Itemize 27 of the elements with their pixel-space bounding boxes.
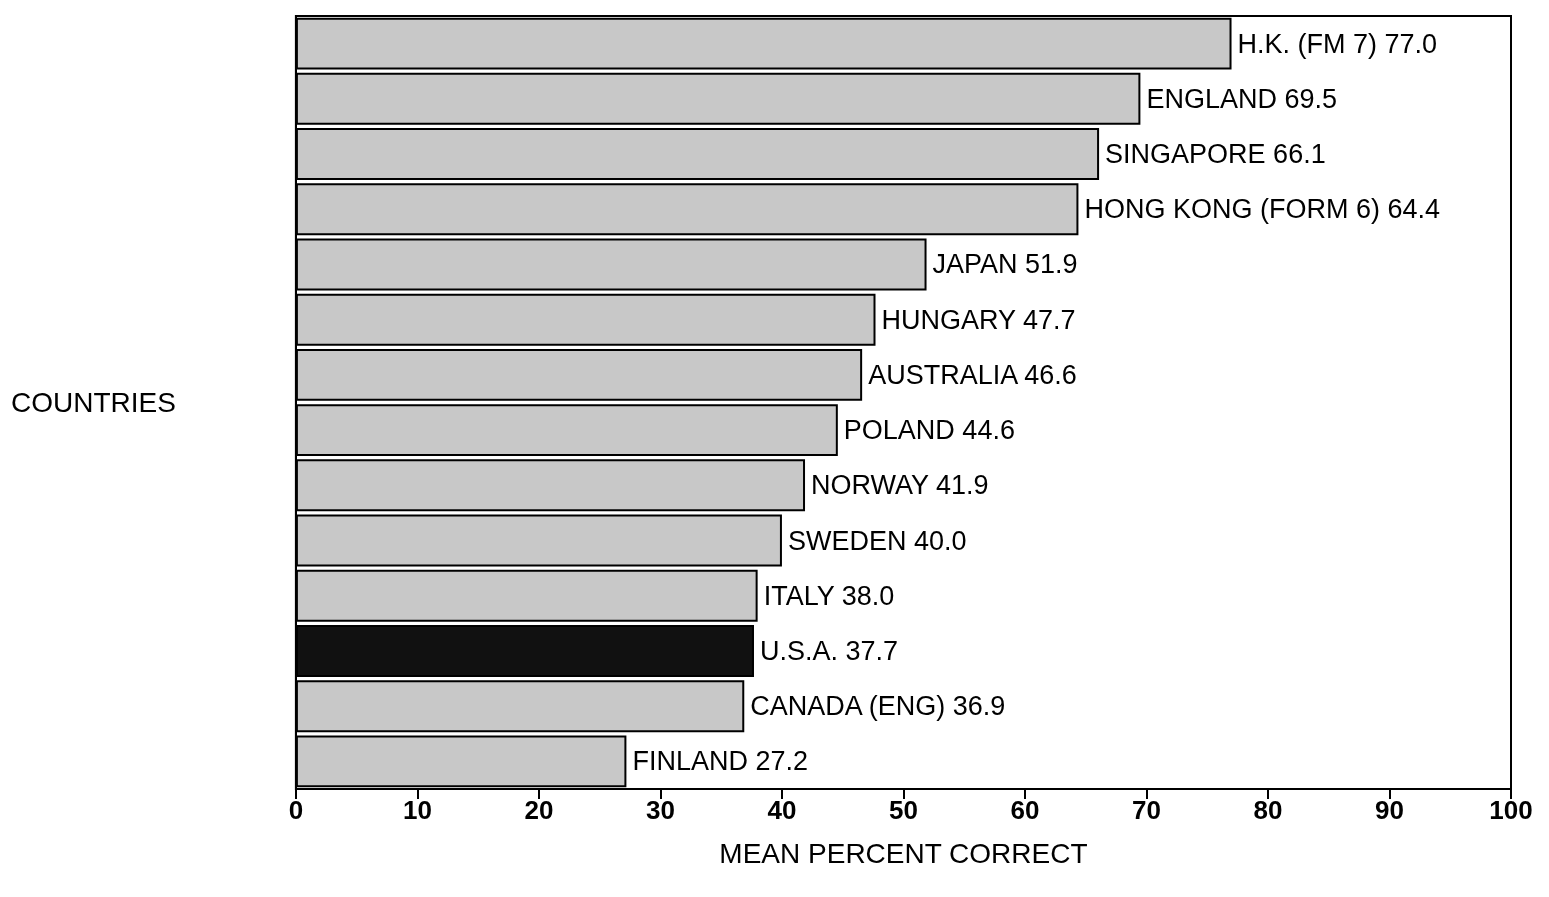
- x-tick-label: 40: [767, 795, 797, 825]
- x-tick-label: 10: [402, 795, 432, 825]
- y-axis-title: COUNTRIES: [10, 387, 176, 418]
- x-tick-label: 60: [1010, 795, 1040, 825]
- category-label: FINLAND 27.2: [632, 746, 808, 777]
- category-label: ITALY 38.0: [763, 580, 895, 611]
- x-tick-label: 0: [288, 795, 304, 825]
- x-tick-label: 100: [1489, 795, 1533, 825]
- category-label: ENGLAND 69.5: [1146, 83, 1337, 114]
- category-label: CANADA (ENG) 36.9: [750, 691, 1006, 722]
- category-label: NORWAY 41.9: [811, 470, 989, 501]
- category-label: AUSTRALIA 46.6: [868, 359, 1077, 390]
- x-tick-label: 80: [1253, 795, 1283, 825]
- x-tick-label: 30: [645, 795, 675, 825]
- x-tick-label: 20: [524, 795, 554, 825]
- category-label: HONG KONG (FORM 6) 64.4: [1084, 194, 1440, 225]
- x-tick-label: 70: [1132, 795, 1161, 825]
- x-axis-title: MEAN PERCENT CORRECT: [719, 837, 1088, 869]
- x-tick-label: 50: [888, 795, 918, 825]
- category-label: SINGAPORE 66.1: [1105, 139, 1326, 170]
- category-label: SWEDEN 40.0: [787, 525, 967, 556]
- category-label: JAPAN 51.9: [932, 249, 1078, 280]
- category-label: HUNGARY 47.7: [881, 304, 1076, 335]
- category-label: H.K. (FM 7) 77.0: [1237, 28, 1438, 59]
- x-tick-label: 90: [1375, 795, 1404, 825]
- category-label: U.S.A. 37.7: [759, 635, 899, 666]
- category-label: POLAND 44.6: [843, 415, 1015, 446]
